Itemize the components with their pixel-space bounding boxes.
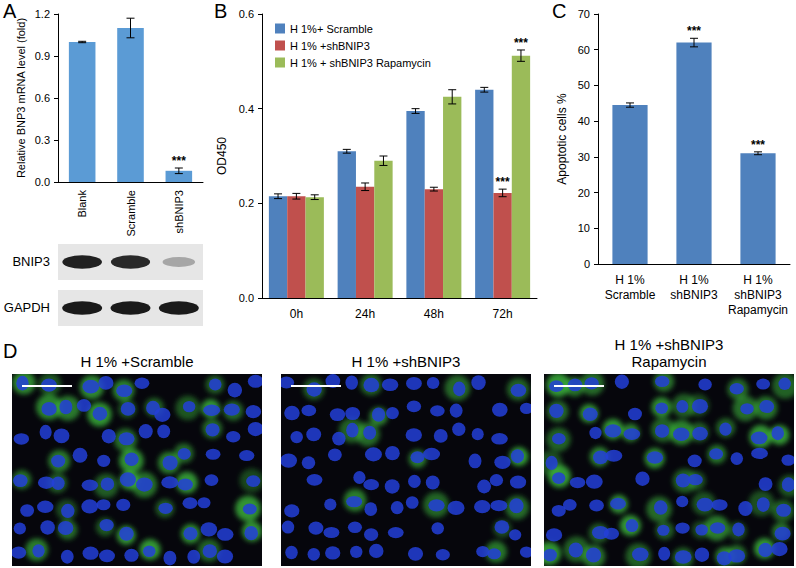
svg-text:0.3: 0.3 — [35, 134, 50, 146]
svg-text:Blank: Blank — [76, 190, 88, 218]
html-text:H 1% +Scramble: H 1% +Scramble — [80, 353, 194, 370]
svg-text:H 1% + shBNIP3 Rapamycin: H 1% + shBNIP3 Rapamycin — [290, 57, 431, 69]
svg-text:0.0: 0.0 — [35, 176, 50, 188]
svg-text:shBNIP3: shBNIP3 — [173, 190, 185, 233]
svg-text:60: 60 — [578, 44, 590, 56]
html-text:GAPDH: GAPDH — [3, 300, 50, 315]
svg-text:0.6: 0.6 — [35, 92, 50, 104]
svg-text:Apoptotic cells %: Apoptotic cells % — [555, 93, 569, 185]
svg-text:20: 20 — [578, 187, 590, 199]
svg-text:***: *** — [687, 24, 701, 38]
svg-text:Relative BNP3 mRNA level (fold: Relative BNP3 mRNA level (fold) — [15, 18, 27, 178]
svg-text:shBNIP3: shBNIP3 — [670, 288, 718, 302]
svg-text:H 1%: H 1% — [615, 273, 645, 287]
svg-text:0.9: 0.9 — [35, 50, 50, 62]
html-text:A: A — [3, 0, 17, 22]
html-text:B: B — [214, 0, 228, 22]
svg-text:50: 50 — [578, 79, 590, 91]
svg-text:70: 70 — [578, 8, 590, 20]
svg-text:0.0: 0.0 — [239, 292, 254, 304]
svg-text:1.2: 1.2 — [35, 8, 50, 20]
html-text:H 1% +shBNIP3 Rapamycin: H 1% +shBNIP3 Rapamycin — [614, 336, 724, 370]
svg-text:40: 40 — [578, 115, 590, 127]
svg-text:72h: 72h — [493, 307, 513, 321]
svg-text:Scramble: Scramble — [605, 288, 656, 302]
svg-text:0.4: 0.4 — [239, 103, 254, 115]
html-text:BNIP3: BNIP3 — [12, 254, 50, 269]
svg-text:***: *** — [751, 138, 765, 152]
svg-text:OD450: OD450 — [215, 137, 229, 175]
svg-text:shBNIP3: shBNIP3 — [734, 288, 782, 302]
svg-text:H 1%: H 1% — [679, 273, 709, 287]
svg-text:Scramble: Scramble — [125, 190, 137, 236]
svg-text:0: 0 — [584, 258, 590, 270]
svg-text:H 1%: H 1% — [743, 273, 773, 287]
html-text:C: C — [552, 0, 567, 22]
html-text:D: D — [3, 340, 18, 362]
svg-text:***: *** — [496, 175, 510, 189]
svg-text:10: 10 — [578, 222, 590, 234]
svg-text:48h: 48h — [424, 307, 444, 321]
svg-text:***: *** — [514, 36, 528, 50]
svg-text:0.2: 0.2 — [239, 197, 254, 209]
svg-text:***: *** — [172, 154, 186, 168]
svg-text:24h: 24h — [355, 307, 375, 321]
svg-text:Rapamycin: Rapamycin — [728, 303, 788, 317]
svg-text:H 1%+ Scramble: H 1%+ Scramble — [290, 23, 373, 35]
svg-text:0h: 0h — [290, 307, 303, 321]
svg-text:0.6: 0.6 — [239, 8, 254, 20]
svg-text:30: 30 — [578, 151, 590, 163]
svg-text:H 1% +shBNIP3: H 1% +shBNIP3 — [290, 40, 370, 52]
html-text:H 1% +shBNIP3: H 1% +shBNIP3 — [351, 353, 461, 370]
